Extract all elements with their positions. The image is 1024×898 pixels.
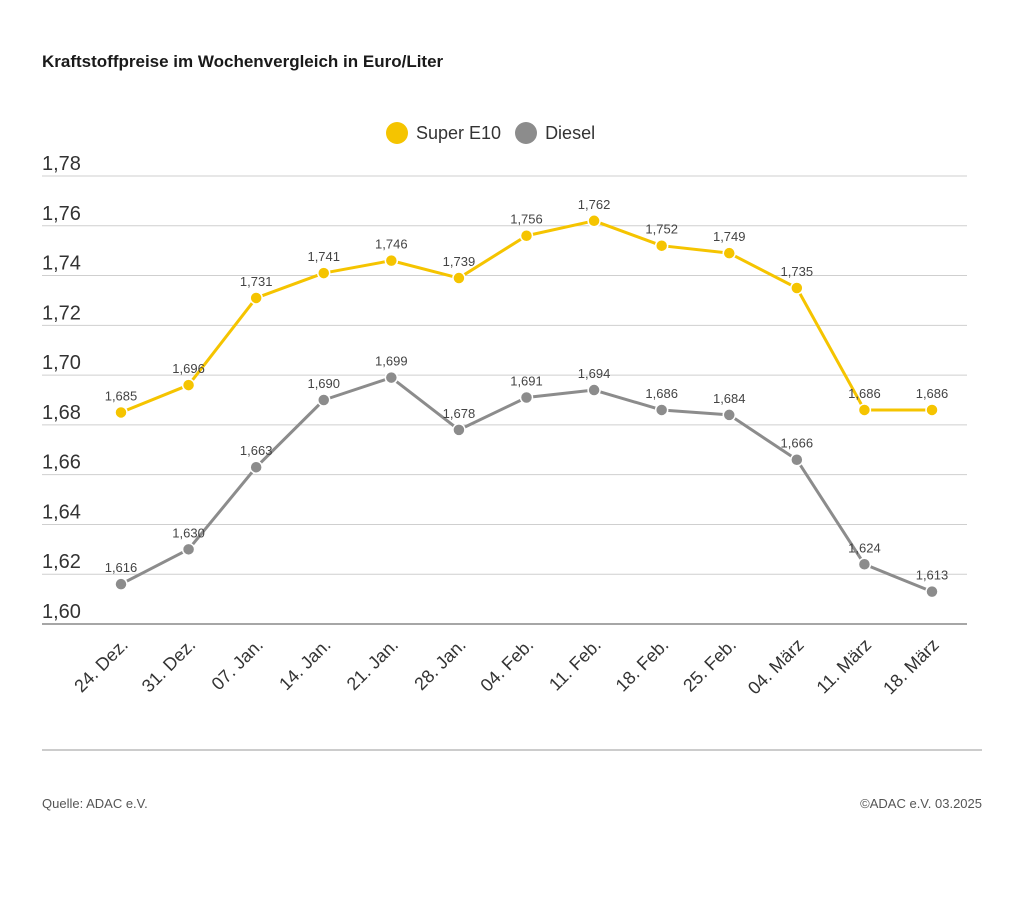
data-label: 1,752 [645, 222, 678, 237]
y-tick-label: 1,70 [42, 352, 81, 374]
x-tick-label: 04. Feb. [476, 635, 537, 696]
x-tick-label: 24. Dez. [70, 635, 132, 697]
data-point [452, 271, 466, 285]
data-label: 1,613 [916, 568, 949, 583]
data-label: 1,666 [781, 436, 814, 451]
data-label: 1,686 [848, 386, 881, 401]
data-point [181, 542, 196, 557]
legend-swatch-super-e10 [386, 122, 408, 144]
source-note: Quelle: ADAC e.V. [42, 796, 148, 811]
data-point [722, 408, 736, 422]
x-tick-label: 11. Feb. [545, 635, 605, 695]
y-tick-label: 1,74 [42, 253, 81, 275]
data-label: 1,678 [443, 406, 476, 421]
x-tick-label: 07. Jan. [208, 635, 267, 694]
y-tick-label: 1,64 [42, 501, 81, 523]
legend-label-diesel: Diesel [545, 122, 596, 143]
series-line-diesel [120, 376, 933, 594]
data-point [317, 266, 331, 280]
x-tick-label: 14. Jan. [275, 635, 334, 694]
legend: Super E10 Diesel [386, 122, 595, 144]
data-point [654, 238, 669, 253]
chart-title: Kraftstoffpreise im Wochenvergleich in E… [42, 52, 444, 71]
data-label: 1,746 [375, 237, 408, 252]
data-label: 1,663 [240, 443, 273, 458]
data-point [587, 383, 601, 397]
data-label: 1,690 [307, 376, 340, 391]
data-point [519, 228, 534, 243]
data-label: 1,735 [781, 264, 814, 279]
data-point [925, 584, 939, 599]
x-tick-label: 18. März [879, 635, 943, 699]
data-point [925, 403, 939, 417]
data-point [249, 460, 263, 474]
data-point [114, 405, 128, 420]
data-label: 1,741 [307, 249, 340, 264]
data-label: 1,699 [375, 354, 408, 369]
x-tick-label: 28. Jan. [410, 635, 469, 694]
y-tick-label: 1,60 [42, 601, 81, 623]
data-label: 1,739 [443, 254, 476, 269]
x-tick-label: 25. Feb. [679, 635, 740, 696]
data-label: 1,624 [848, 540, 881, 555]
data-point [114, 577, 128, 591]
data-label: 1,686 [645, 386, 678, 401]
y-tick-label: 1,68 [42, 402, 81, 424]
data-point [790, 452, 804, 467]
data-label: 1,684 [713, 391, 746, 406]
y-tick-label: 1,76 [42, 203, 81, 225]
x-tick-label: 11. März [813, 635, 876, 698]
x-tick-label: 21. Jan. [343, 635, 402, 694]
data-point [654, 403, 669, 417]
footer-divider [42, 749, 982, 751]
data-label: 1,694 [578, 366, 611, 381]
x-tick-label: 31. Dez. [138, 635, 200, 697]
data-label: 1,731 [240, 274, 273, 289]
data-point [384, 253, 399, 268]
data-label: 1,696 [172, 361, 205, 376]
y-tick-label: 1,72 [42, 302, 81, 324]
data-label: 1,749 [713, 229, 746, 244]
x-tick-label: 18. Feb. [612, 635, 673, 696]
data-point [857, 403, 872, 417]
data-point [587, 214, 601, 228]
data-point [317, 393, 331, 407]
copyright-note: ©ADAC e.V. 03.2025 [860, 796, 982, 811]
data-label: 1,686 [916, 386, 949, 401]
legend-label-super-e10: Super E10 [416, 122, 502, 143]
data-point [790, 281, 804, 295]
y-tick-label: 1,62 [42, 551, 81, 573]
data-label: 1,616 [105, 560, 138, 575]
data-label: 1,762 [578, 197, 611, 212]
data-label: 1,691 [510, 374, 543, 389]
data-point [249, 291, 263, 305]
data-point [722, 246, 736, 260]
data-label: 1,685 [105, 388, 138, 403]
data-point [384, 370, 399, 385]
data-point [519, 390, 534, 405]
x-tick-label: 04. März [744, 635, 808, 699]
legend-item-super-e10: Super E10 [386, 122, 501, 144]
legend-item-diesel: Diesel [515, 122, 595, 144]
data-label: 1,630 [172, 525, 205, 540]
y-tick-label: 1,66 [42, 452, 81, 474]
legend-swatch-diesel [515, 122, 538, 144]
data-point [857, 557, 872, 572]
y-tick-label: 1,78 [42, 153, 81, 175]
data-point [452, 423, 466, 437]
data-point [181, 378, 196, 392]
data-label: 1,756 [510, 212, 543, 227]
